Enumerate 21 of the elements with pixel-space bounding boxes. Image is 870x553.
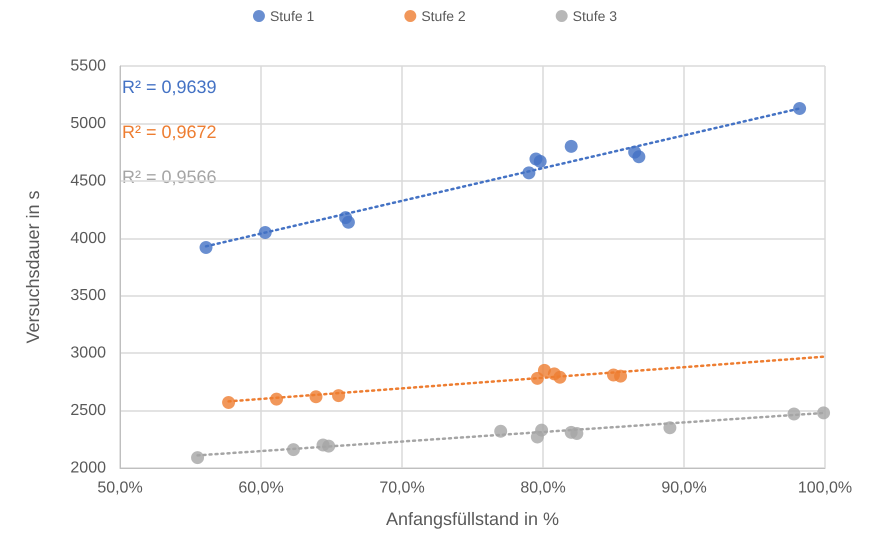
y-tick-label: 3500 xyxy=(70,287,106,304)
legend-label: Stufe 3 xyxy=(572,8,618,24)
x-axis-title: Anfangsfüllstand in % xyxy=(386,509,560,529)
y-tick-label: 4500 xyxy=(70,172,106,190)
x-tick-label: 70,0% xyxy=(379,480,425,496)
y-tick-label: 2000 xyxy=(70,460,106,476)
x-tick-label: 90,0% xyxy=(661,480,707,496)
legend-label: Stufe 1 xyxy=(270,8,315,24)
x-tick-label: 60,0% xyxy=(238,480,284,496)
y-tick-label: 5500 xyxy=(70,58,106,74)
y-tick-label: 4000 xyxy=(70,230,106,247)
annotation: R² = 0,9639 xyxy=(122,77,217,97)
y-tick-label: 3000 xyxy=(70,344,106,362)
annotation: R² = 0,9672 xyxy=(122,122,217,142)
legend-label: Stufe 2 xyxy=(421,8,466,24)
y-tick-label: 5000 xyxy=(70,114,106,132)
x-tick-label: 50,0% xyxy=(97,480,143,496)
x-tick-label: 80,0% xyxy=(520,480,566,496)
y-axis-title: Versuchsdauer in s xyxy=(23,190,43,344)
x-tick-label: 100,0% xyxy=(798,480,852,496)
y-tick-label: 2500 xyxy=(70,402,106,420)
